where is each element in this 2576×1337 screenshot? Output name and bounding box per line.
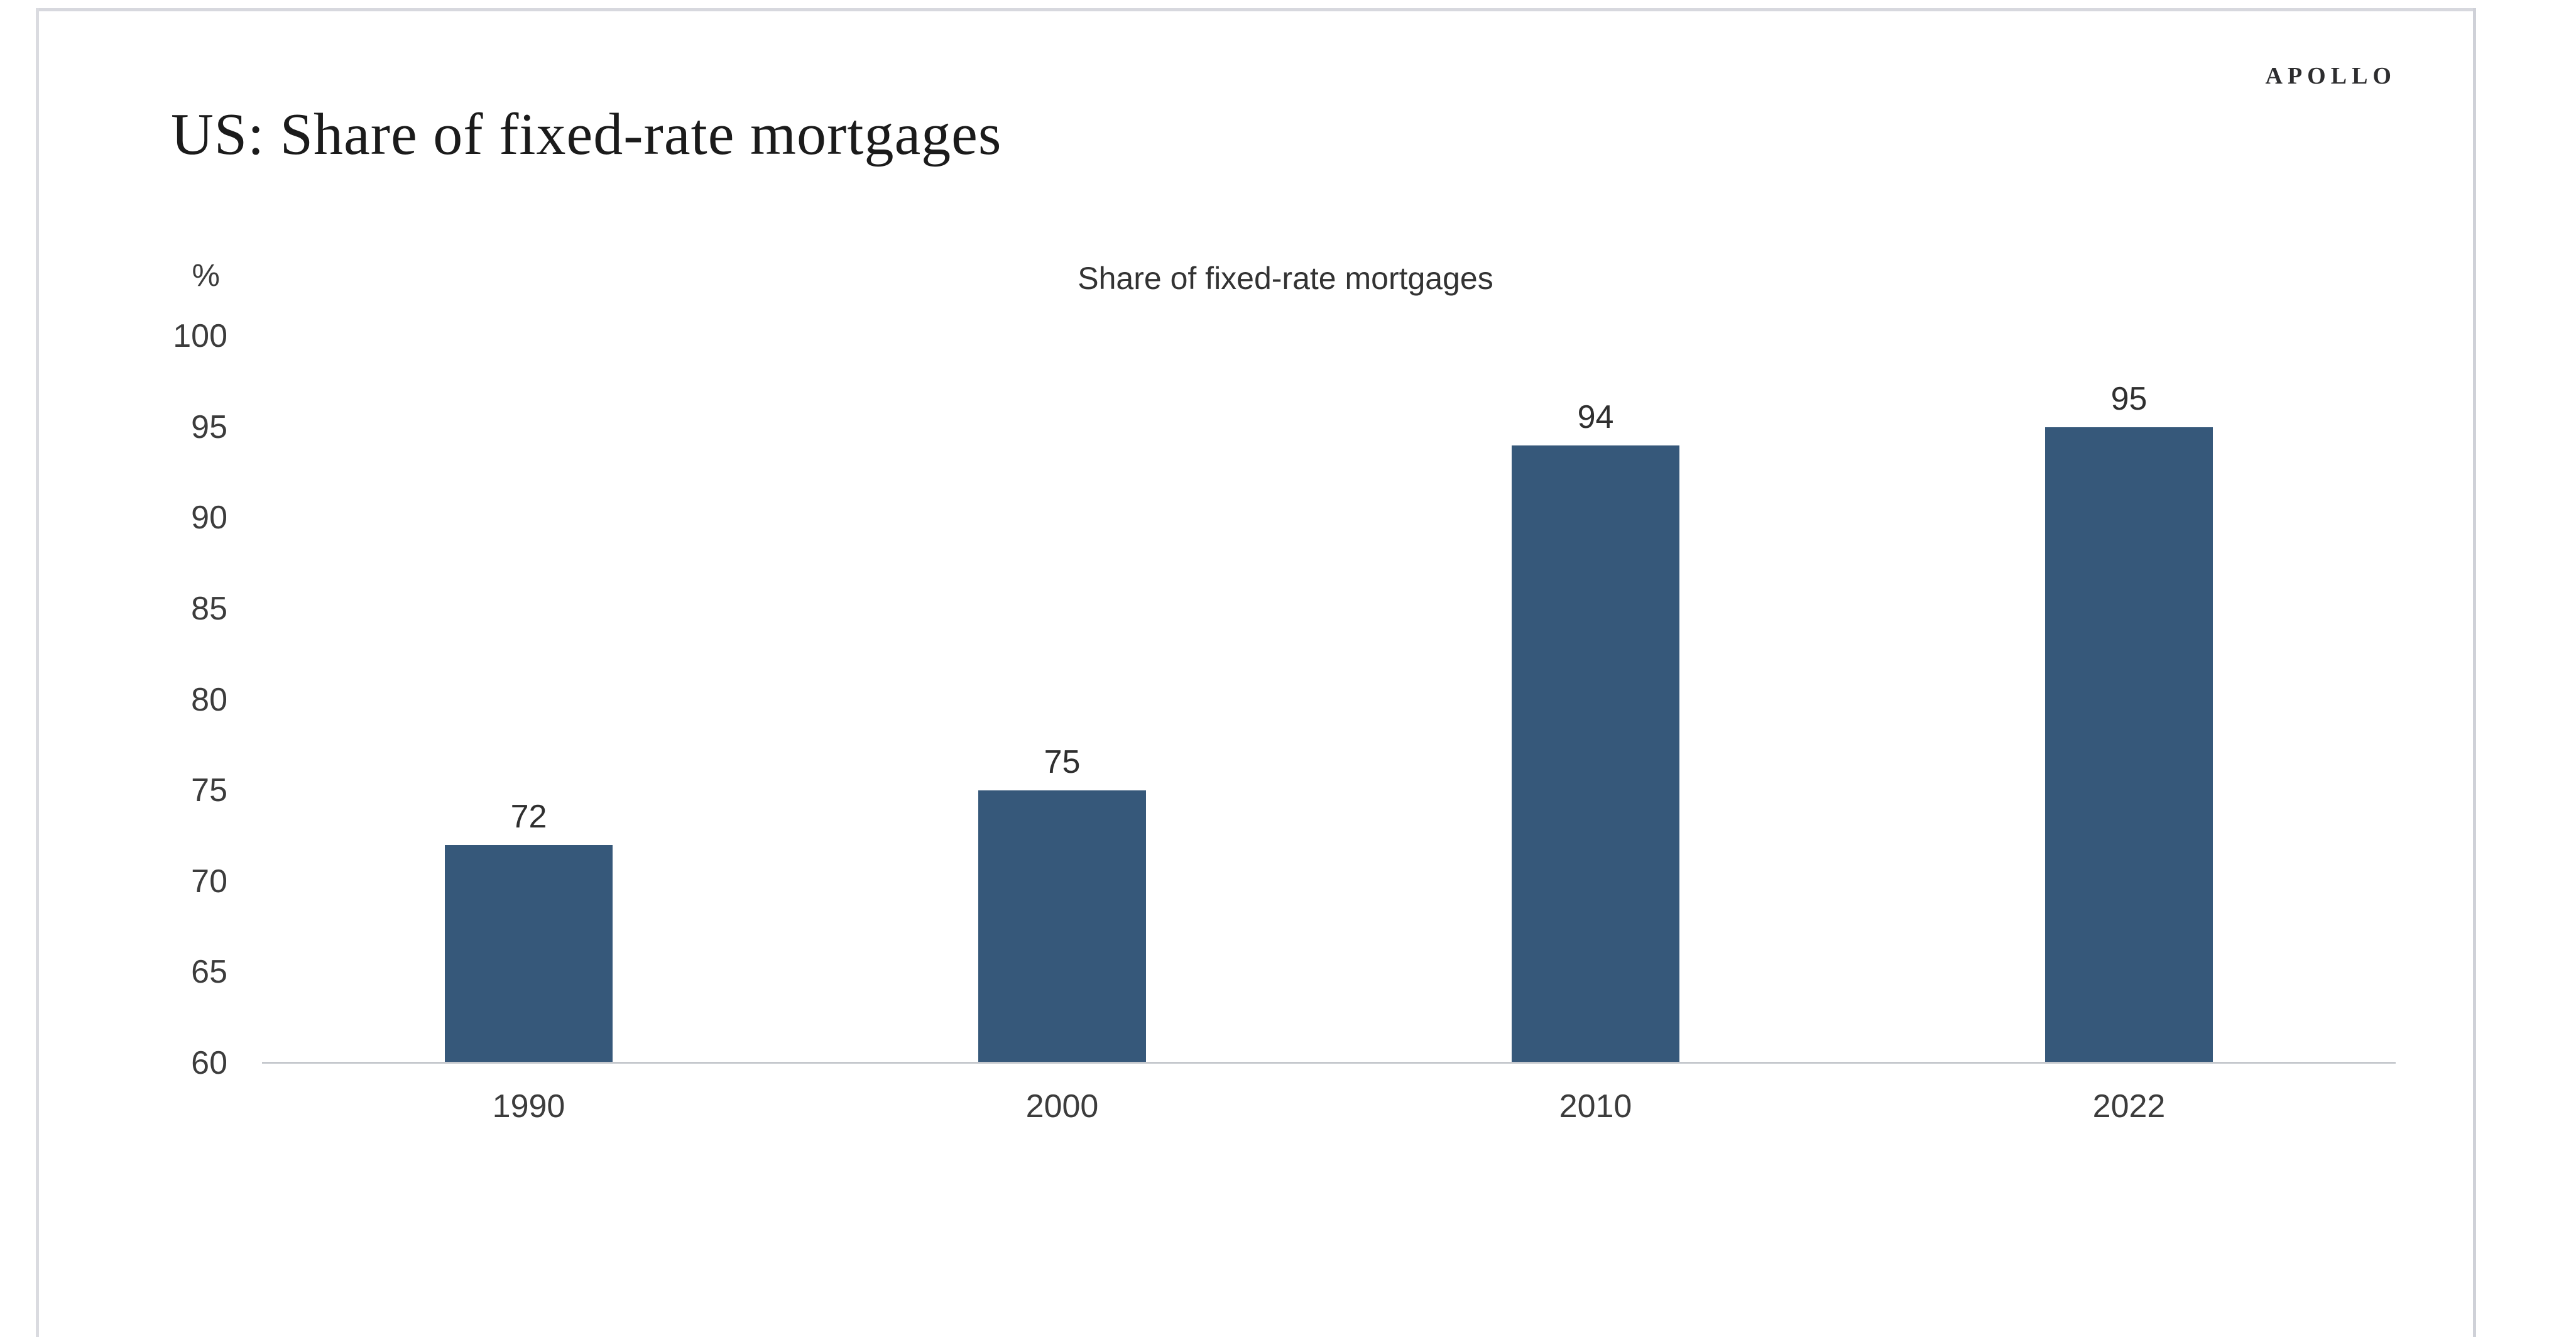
slide-border-right (2473, 8, 2476, 1337)
y-axis-tick-label: 60 (191, 1045, 227, 1081)
page-title: US: Share of fixed-rate mortgages (171, 102, 1002, 167)
x-axis-label: 2022 (2092, 1088, 2166, 1125)
bar-2010 (1512, 445, 1679, 1063)
x-axis-label: 2000 (1025, 1088, 1099, 1125)
y-axis-tick-label: 100 (173, 318, 227, 354)
bar-2000 (978, 790, 1146, 1063)
x-axis-label: 1990 (492, 1088, 565, 1125)
y-axis-tick-label: 95 (191, 408, 227, 445)
bar-value-label: 95 (2110, 380, 2148, 417)
x-axis-line (262, 1062, 2396, 1064)
bar-value-label: 94 (1577, 398, 1614, 435)
x-axis-label: 2010 (1559, 1088, 1632, 1125)
y-axis-unit-label: % (192, 258, 220, 293)
apollo-logo: APOLLO (2265, 63, 2396, 89)
y-axis-tick-label: 70 (191, 863, 227, 900)
bar-value-label: 75 (1044, 744, 1081, 781)
chart-title: Share of fixed-rate mortgages (1078, 261, 1493, 296)
y-axis-tick-label: 85 (191, 590, 227, 627)
bar-2022 (2045, 427, 2213, 1063)
slide-border-top (36, 8, 2476, 11)
y-axis-tick-label: 90 (191, 499, 227, 537)
y-axis-tick-label: 75 (191, 772, 227, 809)
y-axis-tick-label: 80 (191, 681, 227, 718)
bar-1990 (445, 844, 613, 1063)
y-axis-tick-label: 65 (191, 954, 227, 991)
slide-border-left (36, 8, 39, 1337)
bar-value-label: 72 (510, 798, 547, 835)
